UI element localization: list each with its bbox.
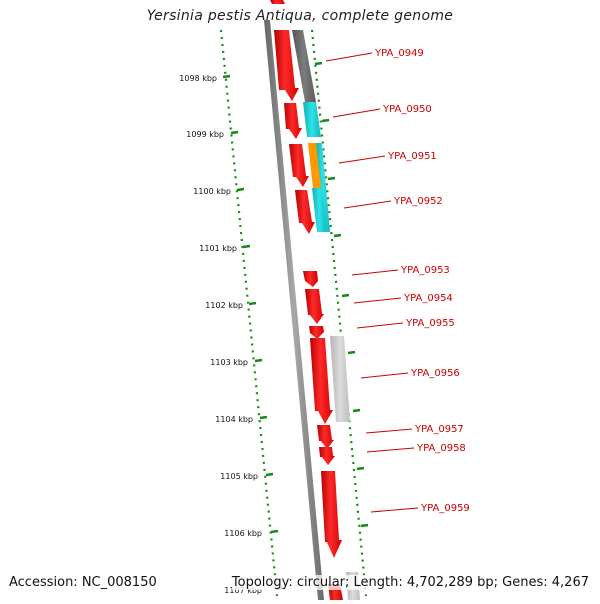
genome-title: Yersinia pestis Antiqua, complete genome <box>146 8 454 24</box>
leader-line <box>365 428 413 434</box>
genome-backbone <box>264 20 324 600</box>
leader-line <box>351 269 399 276</box>
gene-label[interactable]: YPA_0959 <box>420 503 470 514</box>
gene-label[interactable]: YPA_0958 <box>416 443 466 454</box>
tick-label: 1104 kbp <box>215 415 253 424</box>
tick-label: 1107 kbp <box>224 586 262 595</box>
gene-label[interactable]: YPA_0953 <box>400 265 450 276</box>
tick-mark <box>333 233 342 238</box>
scale-tick-labels: 1098 kbp 1099 kbp 1100 kbp 1101 kbp 1102… <box>179 74 262 595</box>
leader-line <box>356 322 404 329</box>
tick-mark <box>360 523 369 528</box>
tick-label: 1103 kbp <box>210 358 248 367</box>
gene-arrow-ypa0953[interactable] <box>303 271 318 287</box>
tick-mark <box>270 529 279 534</box>
gene-arrow-ypa0954[interactable] <box>305 289 324 324</box>
gene-label[interactable]: YPA_0956 <box>410 368 460 379</box>
gene-label[interactable]: YPA_0952 <box>393 196 443 207</box>
gene-arrow-ypa0957[interactable] <box>317 425 334 449</box>
scale-dotted-line-left <box>219 29 279 597</box>
gene-arrow-ypa0950[interactable] <box>284 103 302 139</box>
tick-label: 1105 kbp <box>220 472 258 481</box>
gene-label[interactable]: YPA_0957 <box>414 424 464 435</box>
tick-mark <box>259 415 268 420</box>
tick-label: 1101 kbp <box>199 244 237 253</box>
leader-line <box>366 447 415 453</box>
accession-text: Accession: NC_008150 <box>9 575 157 590</box>
feature-orange <box>308 143 321 188</box>
leader-line <box>353 297 402 304</box>
gene-arrow-ypa0952[interactable] <box>295 190 315 234</box>
gene-label-leaders <box>325 52 419 513</box>
tick-label: 1106 kbp <box>224 529 262 538</box>
leader-line <box>325 52 373 62</box>
genome-summary-text: Topology: circular; Length: 4,702,289 bp… <box>231 575 589 590</box>
tick-mark <box>314 61 323 66</box>
feature-light-gray <box>330 336 350 422</box>
gene-label[interactable]: YPA_0951 <box>387 151 437 162</box>
tick-label: 1102 kbp <box>205 301 243 310</box>
tick-mark <box>327 176 336 181</box>
leader-line <box>370 507 419 513</box>
gene-arrow-ypa0956[interactable] <box>310 338 333 424</box>
leader-line <box>332 108 381 118</box>
tick-mark <box>352 408 361 413</box>
gene-label[interactable]: YPA_0955 <box>405 318 455 329</box>
gene-arrow-ypa0949[interactable] <box>274 30 299 101</box>
tick-mark <box>341 293 350 298</box>
tick-mark <box>356 466 365 471</box>
scale-ticks-right <box>314 61 369 528</box>
tick-mark <box>347 350 356 355</box>
gene-label[interactable]: YPA_0954 <box>403 293 453 304</box>
tick-label: 1099 kbp <box>186 130 224 139</box>
tick-mark <box>265 472 274 477</box>
gene-arrow-ypa0955[interactable] <box>309 326 324 339</box>
gene-label[interactable]: YPA_0949 <box>374 48 424 59</box>
leader-line <box>360 372 409 379</box>
gene-arrow-ypa0958[interactable] <box>319 447 335 465</box>
tick-mark <box>321 118 330 123</box>
gene-arrow-ypa0959[interactable] <box>321 471 342 558</box>
feature-track <box>292 30 360 600</box>
feature-cyan-3 <box>312 188 327 232</box>
tick-mark <box>230 130 239 135</box>
leader-line <box>338 155 386 164</box>
tick-mark <box>248 301 257 306</box>
tick-mark <box>222 74 231 79</box>
tick-mark <box>236 187 245 192</box>
feature-cyan-1 <box>303 102 321 137</box>
gene-arrow-ypa0951[interactable] <box>289 144 309 187</box>
tick-label: 1100 kbp <box>193 187 231 196</box>
tick-label: 1098 kbp <box>179 74 217 83</box>
feature-dark-gray <box>292 30 316 102</box>
gene-labels: YPA_0949 YPA_0950 YPA_0951 YPA_0952 YPA_… <box>374 48 470 514</box>
gene-arrow-top <box>270 0 285 4</box>
tick-mark <box>254 358 263 363</box>
scale-ticks-left <box>222 74 284 591</box>
gene-label[interactable]: YPA_0950 <box>382 104 432 115</box>
leader-line <box>343 200 392 209</box>
tick-mark <box>242 244 251 249</box>
